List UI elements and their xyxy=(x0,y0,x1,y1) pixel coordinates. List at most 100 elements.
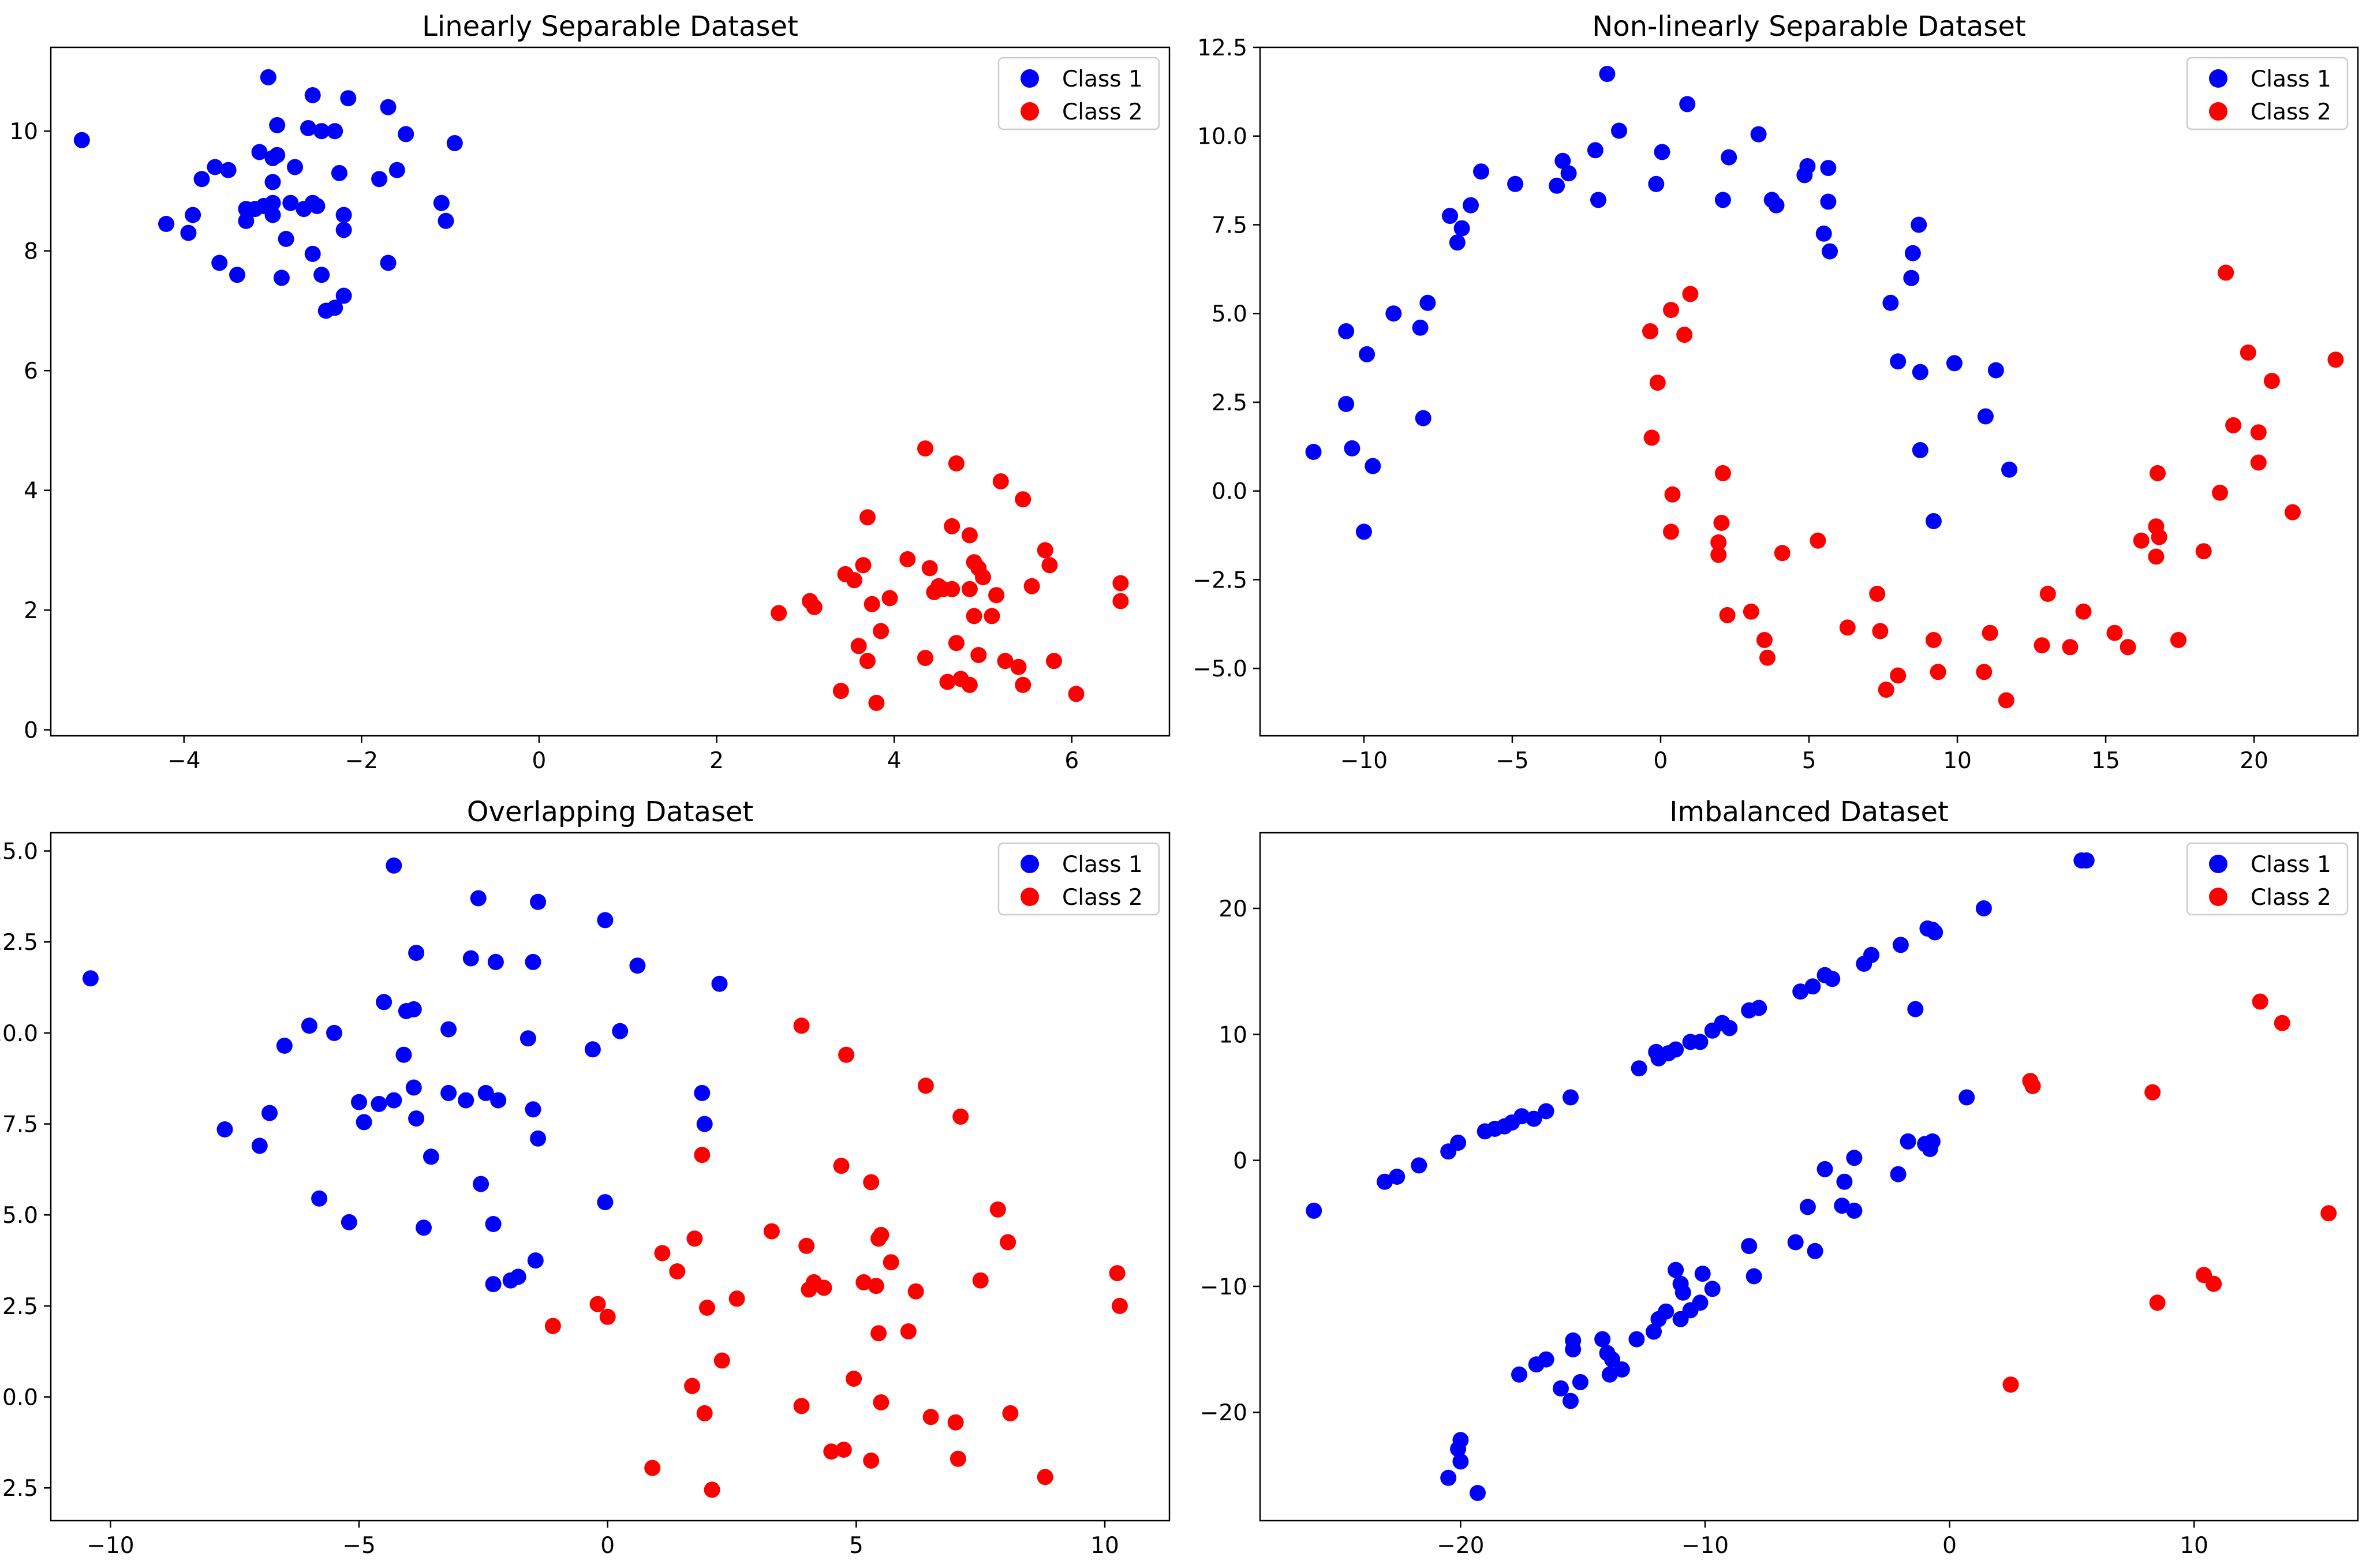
imbal-class-1-point-51 xyxy=(1565,1332,1582,1349)
overlap-class-1-point-29 xyxy=(477,1084,494,1101)
imbal-class-1-point-11 xyxy=(1526,1110,1542,1127)
lin-sep-class-2-point-27 xyxy=(961,581,978,597)
nonlin-class-2-point-0 xyxy=(1642,323,1658,339)
nonlin-x-tick-label-2: 0 xyxy=(1654,748,1668,774)
imbal-class-2-point-7 xyxy=(2252,993,2268,1010)
nonlin-class-1-point-1 xyxy=(1338,323,1355,339)
imbal-class-2-point-8 xyxy=(2274,1015,2290,1031)
overlap-class-1-point-19 xyxy=(408,1110,425,1127)
lin-sep-class-1-point-10 xyxy=(238,212,255,229)
overlap-class-1-point-10 xyxy=(356,1114,372,1131)
nonlin-y-tick-label-0: −5.0 xyxy=(1193,656,1247,682)
lin-sep-class-1-point-46 xyxy=(433,194,450,211)
nonlin-class-1-point-15 xyxy=(1473,163,1489,180)
lin-sep-class-2-point-12 xyxy=(873,623,889,639)
lin-sep-class-2-point-38 xyxy=(997,653,1014,669)
imbal-class-1-point-78 xyxy=(1846,1150,1863,1166)
lin-sep-class-2-point-21 xyxy=(939,673,956,690)
nonlin-class-1-point-16 xyxy=(1507,175,1524,192)
overlap-class-2-point-27 xyxy=(863,1452,880,1469)
nonlin-y-tick-label-3: 2.5 xyxy=(1212,390,1247,416)
nonlin-class-1-point-13 xyxy=(1453,220,1470,237)
lin-sep-y-tick-label-1: 2 xyxy=(24,598,38,624)
overlap-class-2-point-44 xyxy=(1000,1234,1016,1251)
nonlin-class-2-point-5 xyxy=(1664,486,1681,503)
nonlin-class-1-point-25 xyxy=(1654,144,1670,160)
nonlin-class-2-point-33 xyxy=(2120,639,2136,656)
imbal-legend: Class 1 Class 2 xyxy=(2186,842,2349,916)
nonlin-x-tick-label-0: −10 xyxy=(1340,748,1388,774)
nonlin-legend-label-class-1: Class 1 xyxy=(2251,66,2331,92)
nonlin-class-2-point-15 xyxy=(1759,649,1776,666)
imbal-axes-frame xyxy=(1259,832,2359,1522)
lin-sep-class-2-point-7 xyxy=(855,557,872,574)
nonlin-class-1-point-18 xyxy=(1554,152,1571,169)
nonlin-class-2-point-31 xyxy=(2075,603,2092,620)
overlap-class-1-point-42 xyxy=(584,1041,601,1058)
overlap-x-tick-label-1: −5 xyxy=(342,1533,376,1559)
lin-sep-class-2-point-41 xyxy=(1015,676,1031,693)
nonlin-class-2-point-38 xyxy=(2151,529,2167,545)
nonlin-title: Non-linearly Separable Dataset xyxy=(1592,10,2025,43)
overlap-class-1-point-5 xyxy=(301,1017,317,1034)
imbal-class-1-point-68 xyxy=(1694,1266,1711,1282)
lin-sep-class-2-point-16 xyxy=(917,650,933,667)
overlap-class-1-point-6 xyxy=(311,1190,328,1207)
overlap-class-2-point-36 xyxy=(907,1283,924,1300)
lin-sep-class-2-point-47 xyxy=(1112,575,1129,592)
overlap-class-1-point-22 xyxy=(423,1148,439,1165)
overlap-class-1-point-15 xyxy=(395,1046,412,1063)
lin-sep-x-tick-label-0: −4 xyxy=(167,748,201,774)
overlap-legend: Class 1 Class 2 xyxy=(997,842,1160,916)
imbal-class-1-point-41 xyxy=(1452,1453,1469,1470)
imbal-x-tick-label-0: −20 xyxy=(1437,1533,1484,1559)
lin-sep-class-1-point-0 xyxy=(73,132,90,148)
nonlin-x-tick-label-3: 5 xyxy=(1802,748,1816,774)
lin-sep-class-2-point-3 xyxy=(832,683,849,699)
nonlin-class-2-point-20 xyxy=(1872,623,1889,639)
overlap-class-1-point-49 xyxy=(711,975,728,992)
lin-sep-y-tick-label-4: 8 xyxy=(24,239,38,265)
overlap-axes-frame xyxy=(50,832,1171,1522)
lin-sep-class-2-point-33 xyxy=(970,647,987,663)
overlap-class-2-point-14 xyxy=(763,1223,780,1240)
imbal-class-1-point-32 xyxy=(1892,937,1909,953)
imbal-class-1-point-48 xyxy=(1553,1380,1569,1397)
overlap-class-1-point-20 xyxy=(408,945,425,961)
nonlin-y-tick-label-1: −2.5 xyxy=(1193,567,1247,593)
imbal-class-1-point-76 xyxy=(1834,1197,1851,1214)
overlap-class-1-point-43 xyxy=(597,912,614,929)
imbal-class-1-point-81 xyxy=(1900,1133,1916,1150)
lin-sep-class-1-point-17 xyxy=(264,207,281,223)
nonlin-class-1-point-22 xyxy=(1599,66,1616,83)
overlap-class-1-point-28 xyxy=(473,1176,489,1192)
lin-sep-class-2-point-45 xyxy=(1046,653,1062,669)
overlap-class-2-point-20 xyxy=(816,1279,832,1296)
lin-sep-class-2-point-25 xyxy=(948,635,965,652)
imbal-x-tick-label-2: 0 xyxy=(1942,1533,1957,1559)
nonlin-class-2-point-26 xyxy=(1982,624,1998,641)
lin-sep-class-1-point-20 xyxy=(273,270,290,286)
nonlin-class-2-point-48 xyxy=(2284,504,2301,521)
lin-sep-class-1-point-30 xyxy=(304,87,321,103)
overlap-class-2-point-46 xyxy=(1037,1469,1053,1485)
nonlin-class-1-point-36 xyxy=(1820,193,1837,210)
overlap-x-tick-label-0: −10 xyxy=(87,1533,134,1559)
overlap-class-2-point-29 xyxy=(868,1278,884,1294)
imbal-class-1-point-47 xyxy=(1538,1351,1554,1368)
nonlin-class-1-point-48 xyxy=(1987,362,2004,379)
lin-sep-x-tick-label-5: 6 xyxy=(1064,748,1079,774)
nonlin-class-1-point-12 xyxy=(1449,234,1466,251)
nonlin-class-1-point-7 xyxy=(1385,305,1402,322)
lin-sep-legend-label-class-2: Class 2 xyxy=(1062,99,1143,125)
lin-sep-class-1-point-40 xyxy=(340,90,357,107)
imbal-class-1-point-52 xyxy=(1572,1374,1588,1390)
imbal-legend-marker-class-1 xyxy=(2209,855,2227,873)
overlap-class-2-point-35 xyxy=(900,1323,917,1339)
overlap-class-1-point-14 xyxy=(386,857,402,874)
lin-sep-class-2-point-0 xyxy=(771,605,787,622)
imbal-x-tick-label-3: 10 xyxy=(2180,1533,2208,1559)
nonlin-class-1-point-31 xyxy=(1768,197,1785,214)
nonlin-y-tick-label-2: 0.0 xyxy=(1212,479,1247,505)
